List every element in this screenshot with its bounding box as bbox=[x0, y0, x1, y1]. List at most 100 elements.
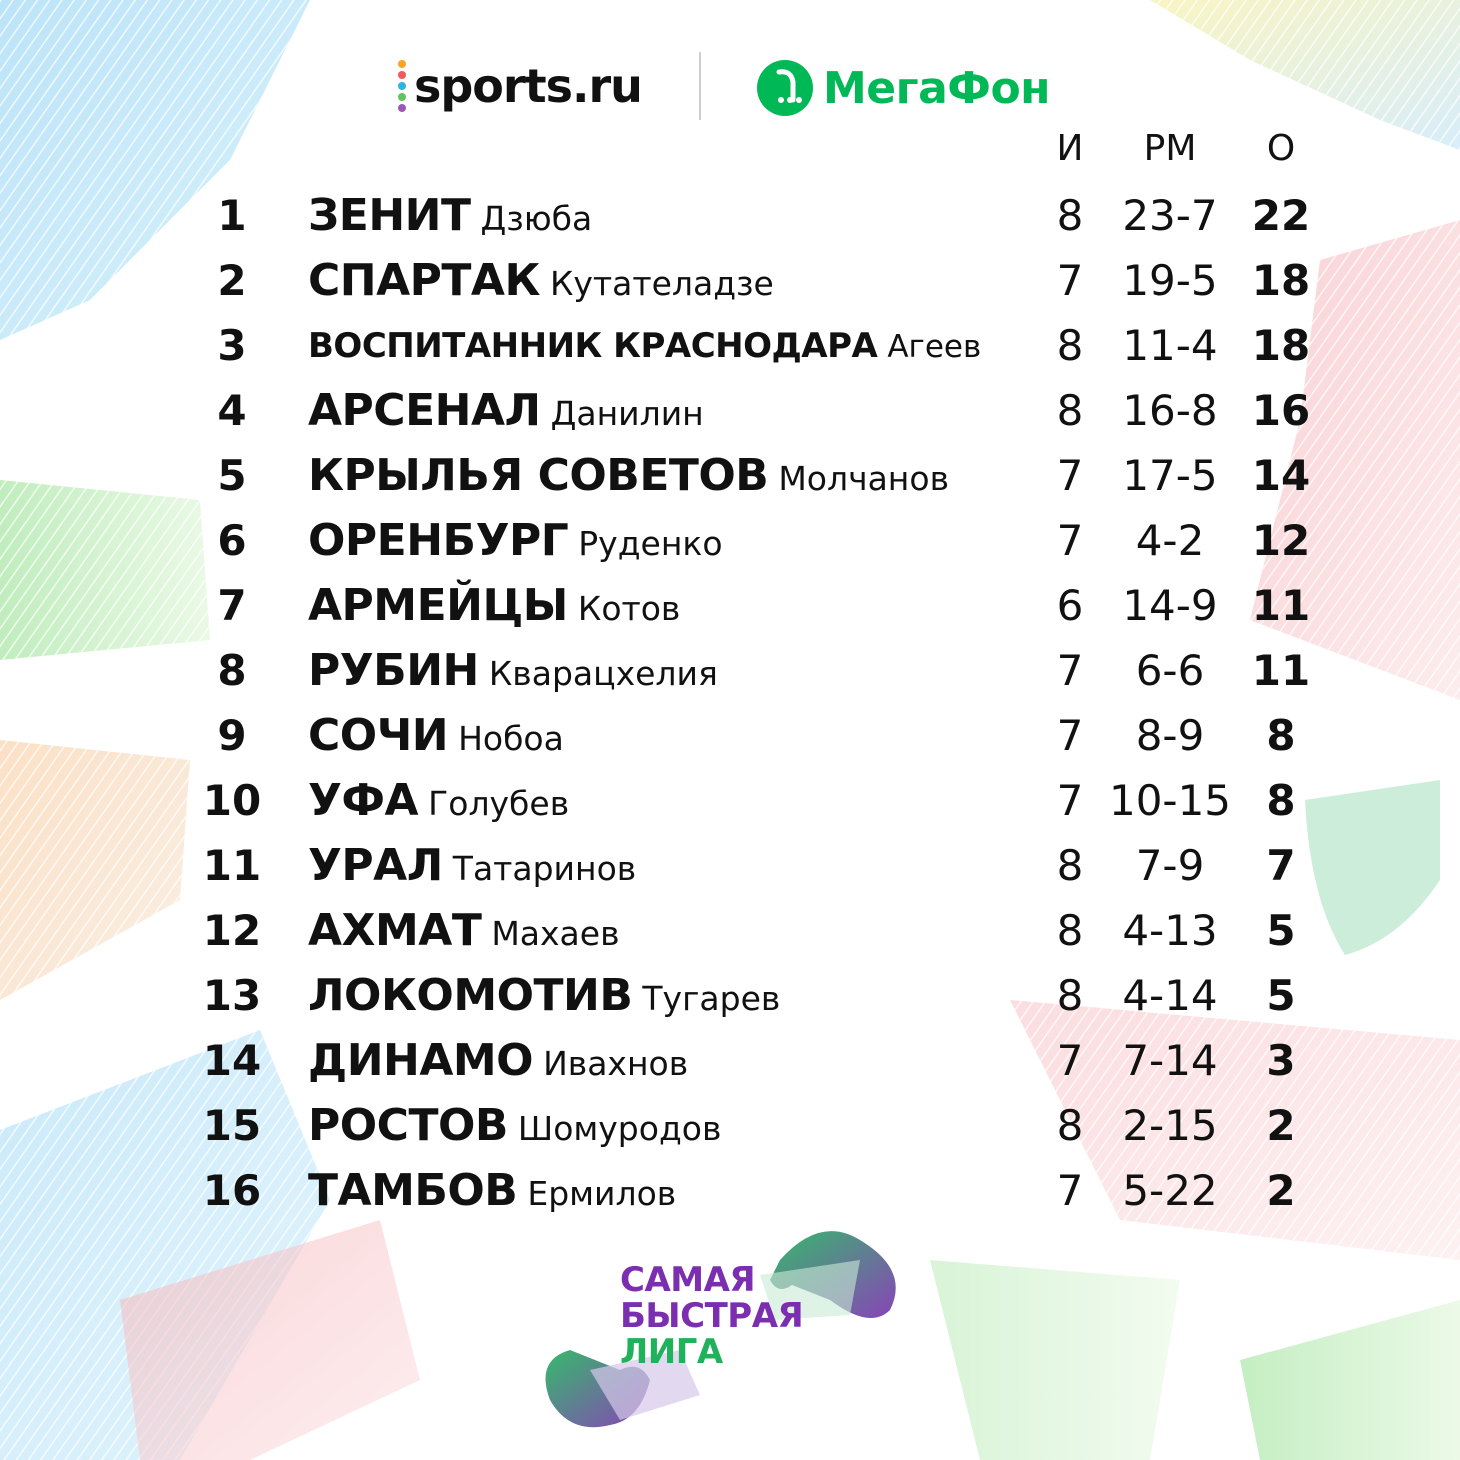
table-row: 15 РОСТОВ Шомуродов 8 2-15 2 bbox=[0, 1094, 1460, 1158]
row-points: 2 bbox=[1266, 1166, 1296, 1215]
column-header-points: О bbox=[1266, 128, 1296, 169]
club-name: СОЧИ bbox=[308, 710, 449, 761]
row-goals: 19-5 bbox=[1122, 256, 1218, 305]
row-goals: 23-7 bbox=[1122, 191, 1218, 240]
row-team: РУБИН Кварацхелия bbox=[308, 639, 718, 706]
coach-name: Махаев bbox=[491, 914, 620, 953]
row-team: СОЧИ Нобоа bbox=[308, 704, 564, 771]
row-games: 8 bbox=[1056, 841, 1084, 890]
row-team: АРМЕЙЦЫ Котов bbox=[308, 574, 680, 641]
coach-name: Ермилов bbox=[527, 1174, 677, 1213]
row-goals: 2-15 bbox=[1122, 1101, 1218, 1150]
row-position: 8 bbox=[217, 646, 247, 695]
league-logo-line: САМАЯ bbox=[620, 1260, 756, 1300]
column-header-goals: РМ bbox=[1143, 128, 1197, 169]
row-points: 12 bbox=[1251, 516, 1311, 565]
row-position: 9 bbox=[217, 711, 247, 760]
row-points: 8 bbox=[1266, 711, 1296, 760]
row-goals: 7-9 bbox=[1135, 841, 1205, 890]
row-points: 11 bbox=[1251, 646, 1311, 695]
table-row: 10 УФА Голубев 7 10-15 8 bbox=[0, 769, 1460, 833]
sports-ru-logo: sports.ru bbox=[398, 56, 643, 116]
row-points: 14 bbox=[1251, 451, 1311, 500]
coach-name: Татаринов bbox=[452, 849, 637, 888]
club-name: СПАРТАК bbox=[308, 255, 540, 306]
row-goals: 8-9 bbox=[1135, 711, 1205, 760]
club-name: РУБИН bbox=[308, 645, 479, 696]
league-logo-line: БЫСТРАЯ bbox=[620, 1296, 804, 1336]
club-name: РОСТОВ bbox=[308, 1100, 508, 1151]
row-team: РОСТОВ Шомуродов bbox=[308, 1094, 721, 1161]
league-logo-line: ЛИГА bbox=[620, 1332, 723, 1372]
coach-name: Агеев bbox=[887, 329, 982, 365]
row-goals: 10-15 bbox=[1108, 776, 1232, 825]
row-team: ОРЕНБУРГ Руденко bbox=[308, 509, 723, 576]
row-team: АРСЕНАЛ Данилин bbox=[308, 379, 704, 446]
coach-name: Дзюба bbox=[480, 199, 593, 238]
row-points: 3 bbox=[1266, 1036, 1296, 1085]
table-row: 6 ОРЕНБУРГ Руденко 7 4-2 12 bbox=[0, 509, 1460, 573]
row-team: АХМАТ Махаев bbox=[308, 899, 620, 966]
gamepad-icon bbox=[545, 1231, 896, 1428]
table-row: 8 РУБИН Кварацхелия 7 6-6 11 bbox=[0, 639, 1460, 703]
table-row: 13 ЛОКОМОТИВ Тугарев 8 4-14 5 bbox=[0, 964, 1460, 1028]
row-games: 7 bbox=[1056, 711, 1084, 760]
row-points: 5 bbox=[1266, 971, 1296, 1020]
row-goals: 4-13 bbox=[1122, 906, 1218, 955]
row-team: УРАЛ Татаринов bbox=[308, 834, 636, 901]
table-row: 5 КРЫЛЬЯ СОВЕТОВ Молчанов 7 17-5 14 bbox=[0, 444, 1460, 508]
row-position: 10 bbox=[202, 776, 262, 825]
row-games: 7 bbox=[1056, 516, 1084, 565]
row-goals: 7-14 bbox=[1122, 1036, 1218, 1085]
row-games: 6 bbox=[1056, 581, 1084, 630]
club-name: ТАМБОВ bbox=[308, 1165, 518, 1216]
row-goals: 14-9 bbox=[1122, 581, 1218, 630]
row-goals: 6-6 bbox=[1135, 646, 1205, 695]
coach-name: Нобоа bbox=[458, 719, 564, 758]
row-goals: 11-4 bbox=[1122, 321, 1218, 370]
table-row: 11 УРАЛ Татаринов 8 7-9 7 bbox=[0, 834, 1460, 898]
row-goals: 4-2 bbox=[1135, 516, 1205, 565]
coach-name: Кварацхелия bbox=[488, 654, 718, 693]
row-position: 14 bbox=[202, 1036, 262, 1085]
megafon-icon bbox=[757, 60, 813, 116]
league-logo-text: САМАЯ БЫСТРАЯ ЛИГА bbox=[620, 1260, 804, 1372]
table-row: 1 ЗЕНИТ Дзюба 8 23-7 22 bbox=[0, 184, 1460, 248]
sports-dots-icon bbox=[398, 60, 406, 112]
row-points: 5 bbox=[1266, 906, 1296, 955]
row-games: 7 bbox=[1056, 451, 1084, 500]
row-position: 7 bbox=[217, 581, 247, 630]
row-points: 2 bbox=[1266, 1101, 1296, 1150]
row-position: 16 bbox=[202, 1166, 262, 1215]
row-games: 7 bbox=[1056, 1166, 1084, 1215]
row-points: 22 bbox=[1251, 191, 1311, 240]
row-team: СПАРТАК Кутателадзе bbox=[308, 249, 774, 316]
row-points: 18 bbox=[1251, 321, 1311, 370]
row-team: УФА Голубев bbox=[308, 769, 569, 836]
row-team: КРЫЛЬЯ СОВЕТОВ Молчанов bbox=[308, 444, 949, 511]
coach-name: Руденко bbox=[578, 524, 723, 563]
row-team: ТАМБОВ Ермилов bbox=[308, 1159, 676, 1226]
row-team: ЗЕНИТ Дзюба bbox=[308, 184, 592, 251]
club-name: ВОСПИТАННИК КРАСНОДАРА bbox=[308, 326, 878, 366]
row-points: 7 bbox=[1266, 841, 1296, 890]
club-name: УРАЛ bbox=[308, 840, 443, 891]
table-row: 4 АРСЕНАЛ Данилин 8 16-8 16 bbox=[0, 379, 1460, 443]
coach-name: Молчанов bbox=[778, 459, 950, 498]
coach-name: Ивахнов bbox=[543, 1044, 689, 1083]
row-team: ВОСПИТАННИК КРАСНОДАРА Агеев bbox=[308, 314, 981, 379]
table-row: 2 СПАРТАК Кутателадзе 7 19-5 18 bbox=[0, 249, 1460, 313]
club-name: ОРЕНБУРГ bbox=[308, 515, 569, 566]
table-row: 7 АРМЕЙЦЫ Котов 6 14-9 11 bbox=[0, 574, 1460, 638]
coach-name: Шомуродов bbox=[517, 1109, 722, 1148]
row-games: 8 bbox=[1056, 191, 1084, 240]
megafon-logo: МегаФон bbox=[757, 58, 1051, 118]
row-games: 8 bbox=[1056, 386, 1084, 435]
header-divider bbox=[699, 52, 701, 120]
row-position: 11 bbox=[202, 841, 262, 890]
coach-name: Голубев bbox=[428, 784, 570, 823]
row-position: 12 bbox=[202, 906, 262, 955]
row-goals: 17-5 bbox=[1122, 451, 1218, 500]
